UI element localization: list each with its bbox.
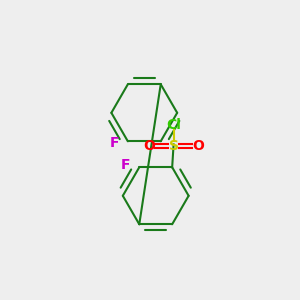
Text: O: O	[143, 139, 155, 153]
Text: Cl: Cl	[166, 118, 181, 132]
Text: F: F	[109, 136, 119, 150]
Text: O: O	[192, 139, 204, 153]
Text: F: F	[121, 158, 130, 172]
Text: S: S	[169, 139, 178, 153]
